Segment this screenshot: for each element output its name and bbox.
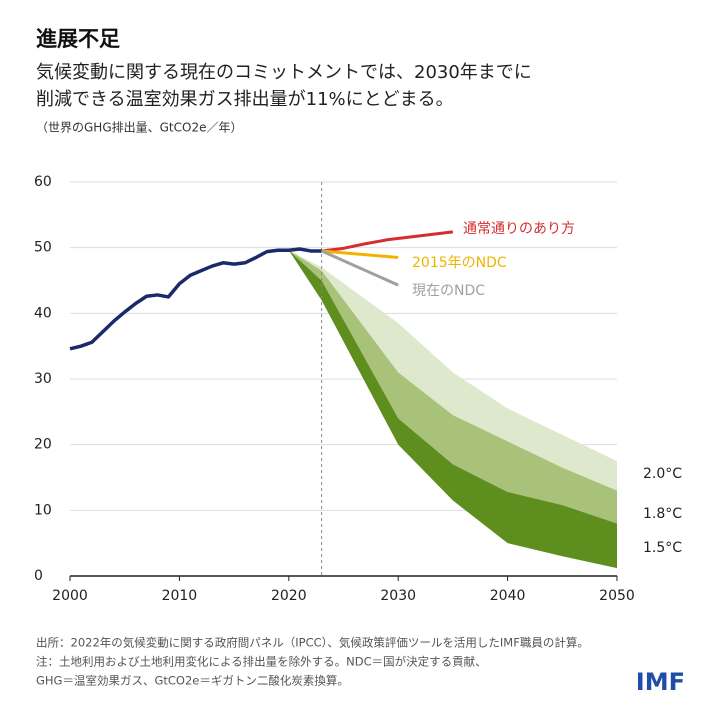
y-tick-label: 10	[34, 502, 52, 518]
line	[321, 230, 454, 253]
y-tick-label: 50	[34, 240, 52, 256]
subtitle: 削減できる温室効果ガス排出量が11%にとどまる。	[36, 89, 454, 110]
title: 進展不足	[36, 27, 120, 51]
series-label: 2015年のNDC	[412, 255, 507, 271]
line	[321, 249, 399, 260]
band-label: 1.8°C	[643, 506, 682, 522]
y-tick-label: 0	[34, 568, 43, 584]
line	[69, 247, 322, 351]
band-label: 2.0°C	[643, 466, 682, 482]
band	[288, 250, 617, 524]
footnote: 出所：2022年の気候変動に関する政府間パネル（IPCC）、気候政策評価ツールを…	[36, 636, 589, 650]
footnote: GHG＝温室効果ガス、GtCO2e＝ギガトン二酸化炭素換算。	[36, 674, 349, 688]
x-tick-label: 2040	[490, 588, 526, 604]
band-label: 1.5°C	[643, 540, 682, 556]
series-label: 現在のNDC	[412, 283, 485, 299]
x-tick-label: 2000	[52, 588, 88, 604]
x-tick-label: 2010	[162, 588, 198, 604]
series-label: 通常通りのあり方	[463, 221, 575, 237]
footnote: 注：土地利用および土地利用変化による排出量を除外する。NDC＝国が決定する貢献、	[36, 655, 487, 669]
y-tick-label: 60	[34, 174, 52, 190]
y-tick-label: 30	[34, 371, 52, 387]
y-tick-label: 20	[34, 437, 52, 453]
band	[288, 250, 617, 569]
band	[288, 250, 617, 491]
logo: IMF	[636, 668, 685, 696]
y-tick-label: 40	[34, 305, 52, 321]
unit: （世界のGHG排出量、GtCO2e／年）	[36, 121, 242, 135]
x-tick-label: 2030	[380, 588, 416, 604]
x-tick-label: 2050	[599, 588, 635, 604]
x-tick-label: 2020	[271, 588, 307, 604]
subtitle: 気候変動に関する現在のコミットメントでは、2030年までに	[36, 62, 532, 83]
line	[321, 249, 399, 287]
